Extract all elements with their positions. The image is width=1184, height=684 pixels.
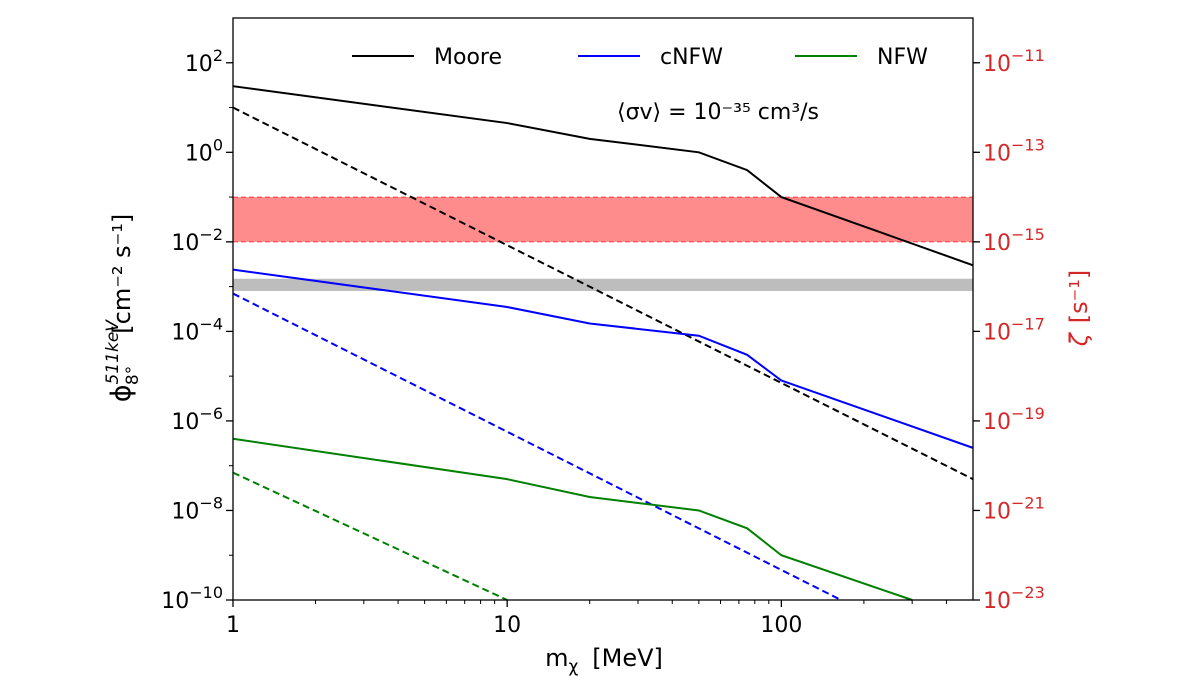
y-tick-label: 10−4 [171, 314, 223, 345]
y-axis-label-main: ϕ [106, 384, 137, 402]
x-axis-label-sub: χ [568, 657, 578, 677]
series-line-cnfw-dashed [232, 292, 842, 601]
y-axis-label-left: ϕ511keV8° [cm⁻² s⁻¹] [103, 214, 143, 403]
series-line-nfw-solid [232, 437, 913, 601]
y2-tick-label: 10−15 [983, 225, 1045, 256]
x-tick-label: 10 [493, 613, 521, 638]
y2-tick-label: 10−21 [983, 493, 1045, 524]
y-tick-label: 10−6 [171, 404, 223, 435]
y-tick-label: 100 [185, 135, 223, 166]
y-axis-label-sup: 511keV [103, 319, 123, 385]
x-axis-label: mχ [MeV] [545, 644, 663, 677]
y-tick-label: 102 [185, 46, 223, 77]
y-axis-label-sub: 8° [123, 366, 143, 385]
x-axis-label-main: m [545, 644, 568, 672]
x-axis: 1 10 100 [226, 600, 947, 638]
legend: Moore cNFW NFW [352, 45, 928, 70]
y-tick-label: 10−8 [171, 493, 223, 524]
band-1 [233, 278, 973, 291]
y2-tick-label: 10−13 [983, 135, 1045, 166]
y2-tick-label: 10−23 [983, 583, 1045, 614]
series-line-nfw-dashed [232, 471, 508, 601]
series-line-cnfw-solid [232, 268, 974, 449]
series-line-moore-dashed [232, 106, 974, 481]
y-tick-label: 10−10 [161, 583, 223, 614]
x-tick-label: 100 [760, 613, 802, 638]
y2-axis-label-unit: [s⁻¹] [1065, 270, 1093, 324]
annotation-cross-section: ⟨σv⟩ = 10⁻³⁵ cm³/s [617, 100, 819, 125]
y-tick-label: 10−2 [171, 225, 223, 256]
y2-axis-label-main: ζ [1065, 331, 1093, 347]
y2-tick-label: 10−11 [983, 46, 1045, 77]
y-axis-right: 10−11 10−13 10−15 10−17 10−19 10−21 10−23 [973, 46, 1045, 614]
series-line-moore-solid [232, 85, 974, 267]
x-axis-label-unit: [MeV] [592, 644, 663, 672]
y2-tick-label: 10−19 [983, 404, 1045, 435]
legend-label-cnfw: cNFW [660, 45, 723, 70]
band-0 [233, 197, 973, 242]
y-axis-left: 102 100 10−2 10−4 10−6 10−8 10−10 [161, 46, 233, 614]
y-axis-label-right: ζ [s⁻¹] [1065, 270, 1093, 348]
legend-label-nfw: NFW [877, 45, 928, 70]
bands-layer [233, 196, 973, 291]
y-axis-label-unit: [cm⁻² s⁻¹] [108, 214, 136, 334]
series-layer [232, 85, 974, 601]
y2-tick-label: 10−17 [983, 314, 1045, 345]
x-tick-label: 1 [226, 613, 240, 638]
legend-label-moore: Moore [434, 45, 502, 70]
plot-frame [232, 17, 974, 601]
